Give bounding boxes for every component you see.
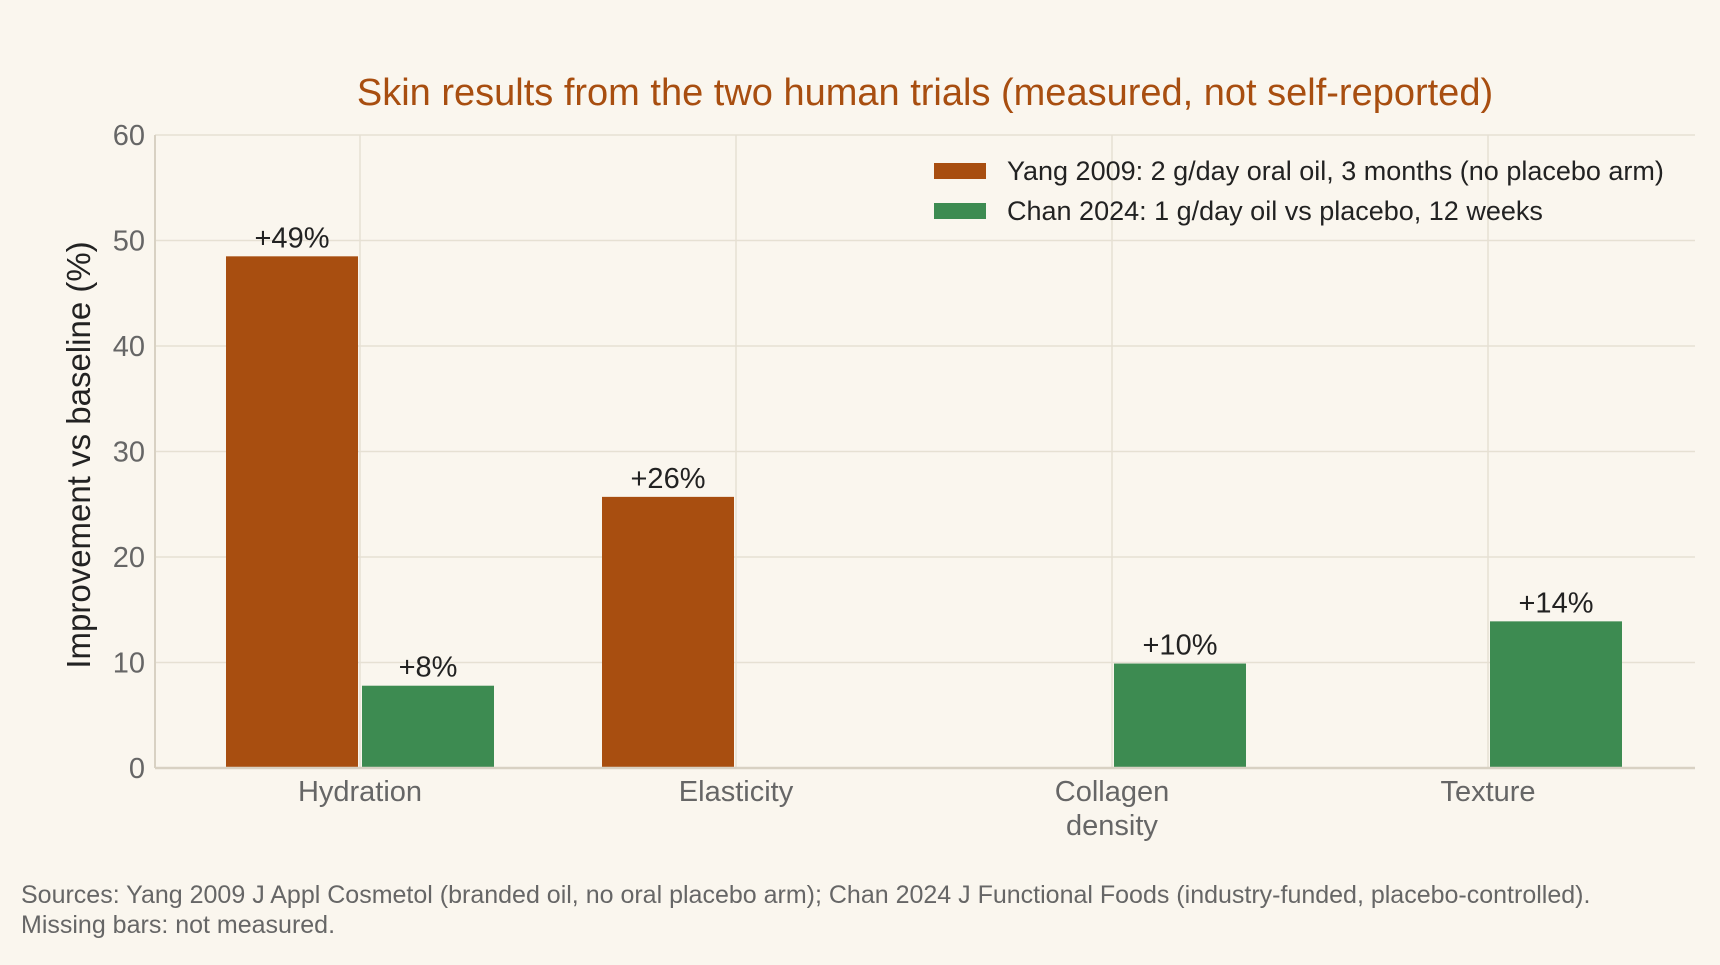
bar bbox=[226, 256, 358, 768]
data-label: +10% bbox=[1143, 630, 1218, 662]
data-label: +49% bbox=[255, 222, 330, 254]
x-tick-label: Hydration bbox=[298, 776, 422, 808]
data-label: +14% bbox=[1519, 587, 1594, 619]
bar bbox=[602, 496, 734, 768]
legend: Yang 2009: 2 g/day oral oil, 3 months (n… bbox=[934, 156, 1664, 226]
bars bbox=[226, 256, 1622, 768]
data-labels: +49% +26% +8% +10% +14% bbox=[255, 222, 1594, 683]
x-tick-label: density bbox=[1066, 810, 1158, 842]
legend-swatch bbox=[934, 203, 986, 219]
y-axis-title: Improvement vs baseline (%) bbox=[60, 241, 97, 668]
footnote: Sources: Yang 2009 J Appl Cosmetol (bran… bbox=[21, 880, 1701, 940]
y-tick-label: 50 bbox=[113, 226, 145, 258]
y-tick-label: 30 bbox=[113, 437, 145, 469]
chart-title: Skin results from the two human trials (… bbox=[357, 72, 1493, 114]
legend-label: Chan 2024: 1 g/day oil vs placebo, 12 we… bbox=[1007, 196, 1543, 226]
y-tick-label: 10 bbox=[113, 648, 145, 680]
x-tick-label: Collagen bbox=[1055, 776, 1169, 808]
y-tick-label: 20 bbox=[113, 542, 145, 574]
footnote-sources: Sources: Yang 2009 J Appl Cosmetol (bran… bbox=[21, 881, 1591, 909]
footnote-missing-note: Missing bars: not measured. bbox=[21, 911, 336, 939]
bar bbox=[1490, 621, 1622, 768]
axes: 0 10 20 30 40 50 60 Hydration Elasticity Collagen… bbox=[113, 120, 1695, 842]
legend-label: Yang 2009: 2 g/day oral oil, 3 months (n… bbox=[1007, 156, 1664, 186]
y-tick-label: 40 bbox=[113, 331, 145, 363]
bar bbox=[1114, 663, 1246, 768]
bar bbox=[362, 685, 494, 768]
y-tick-label: 0 bbox=[129, 753, 145, 785]
x-tick-label: Elasticity bbox=[679, 776, 794, 808]
y-tick-label: 60 bbox=[113, 120, 145, 152]
legend-swatch bbox=[934, 163, 986, 179]
x-tick-label: Texture bbox=[1440, 776, 1535, 808]
grid-lines bbox=[155, 134, 1695, 768]
data-label: +26% bbox=[631, 463, 706, 495]
data-label: +8% bbox=[399, 652, 458, 684]
